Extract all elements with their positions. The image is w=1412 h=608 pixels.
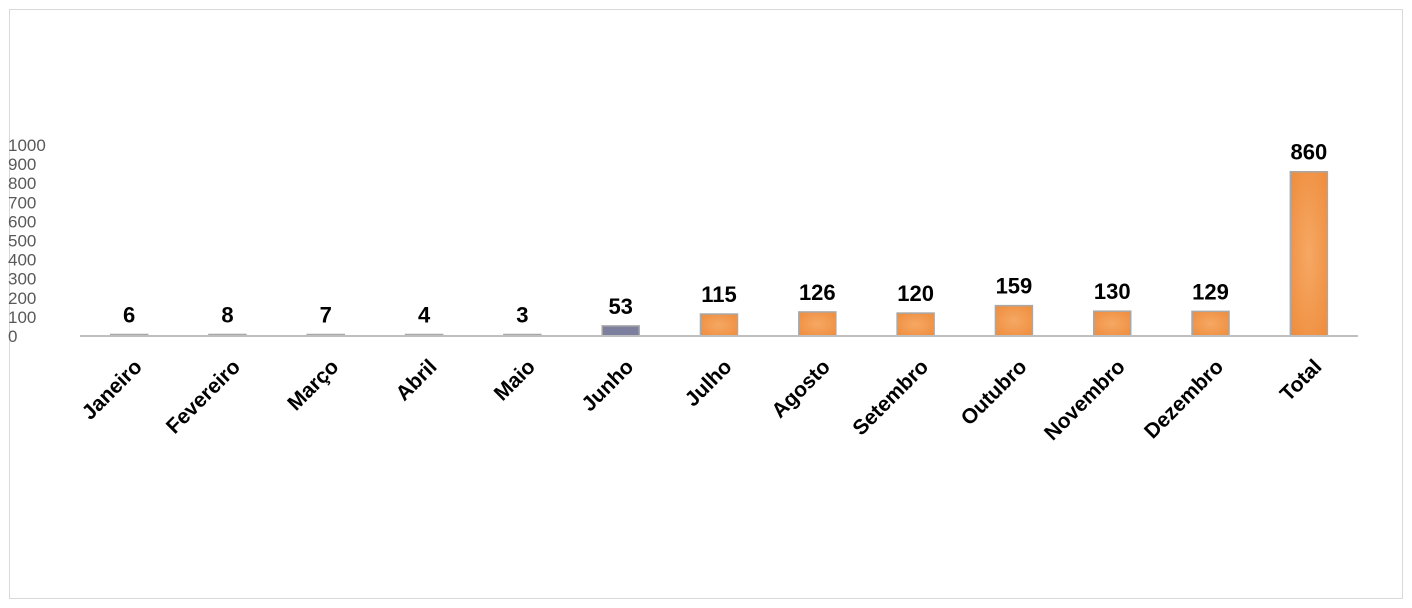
- x-tick-label: Julho: [681, 355, 737, 411]
- bar-total: [1289, 170, 1329, 337]
- data-label: 3: [516, 303, 528, 328]
- data-label: 129: [1192, 279, 1229, 304]
- data-label: 8: [221, 302, 233, 327]
- chart-frame: [9, 9, 1403, 599]
- data-label: 126: [799, 280, 836, 305]
- y-tick-label: 800: [8, 174, 36, 193]
- y-tick-label: 200: [8, 289, 36, 308]
- data-label: 6: [123, 303, 135, 328]
- bar-dezembro: [1191, 310, 1230, 337]
- y-tick-label: 900: [8, 155, 36, 174]
- x-tick-label: Setembro: [848, 355, 933, 440]
- bar-agosto: [798, 311, 837, 337]
- y-tick-label: 100: [8, 308, 36, 327]
- x-tick-label: Novembro: [1040, 355, 1130, 445]
- data-label: 130: [1094, 279, 1131, 304]
- y-tick-label: 1000: [8, 136, 46, 155]
- bar-junho: [601, 325, 640, 337]
- data-label: 860: [1290, 140, 1327, 165]
- y-tick-label: 500: [8, 232, 36, 251]
- x-tick-label: Agosto: [767, 355, 834, 422]
- y-tick-label: 0: [8, 327, 17, 346]
- data-label: 53: [608, 294, 632, 319]
- bar-outubro: [994, 304, 1034, 337]
- y-tick-label: 600: [8, 212, 36, 231]
- x-tick-label: Março: [283, 355, 343, 415]
- x-tick-label: Maio: [490, 355, 540, 405]
- bar-novembro: [1092, 310, 1132, 337]
- bar-setembro: [896, 312, 935, 337]
- data-label: 4: [418, 303, 431, 328]
- data-label: 7: [320, 303, 332, 328]
- data-label: 159: [996, 274, 1033, 299]
- x-tick-label: Junho: [577, 355, 638, 416]
- x-tick-label: Janeiro: [78, 355, 147, 424]
- data-label: 115: [701, 282, 737, 307]
- x-axis: Janeiro Fevereiro Março Abril Maio Junho Julho…: [78, 355, 1327, 445]
- x-tick-label: Total: [1276, 355, 1327, 406]
- y-tick-label: 700: [8, 193, 36, 212]
- data-label: 120: [897, 281, 934, 306]
- x-tick-label: Outubro: [957, 355, 1032, 430]
- y-tick-label: 400: [8, 251, 36, 270]
- x-tick-label: Abril: [392, 355, 442, 405]
- y-tick-label: 300: [8, 270, 36, 289]
- x-tick-label: Dezembro: [1140, 355, 1228, 443]
- bars: 6 8 7 4 3 53 115 126 120 159 130 129 860: [109, 140, 1329, 337]
- bar-julho: [699, 313, 739, 337]
- x-tick-label: Fevereiro: [162, 355, 245, 438]
